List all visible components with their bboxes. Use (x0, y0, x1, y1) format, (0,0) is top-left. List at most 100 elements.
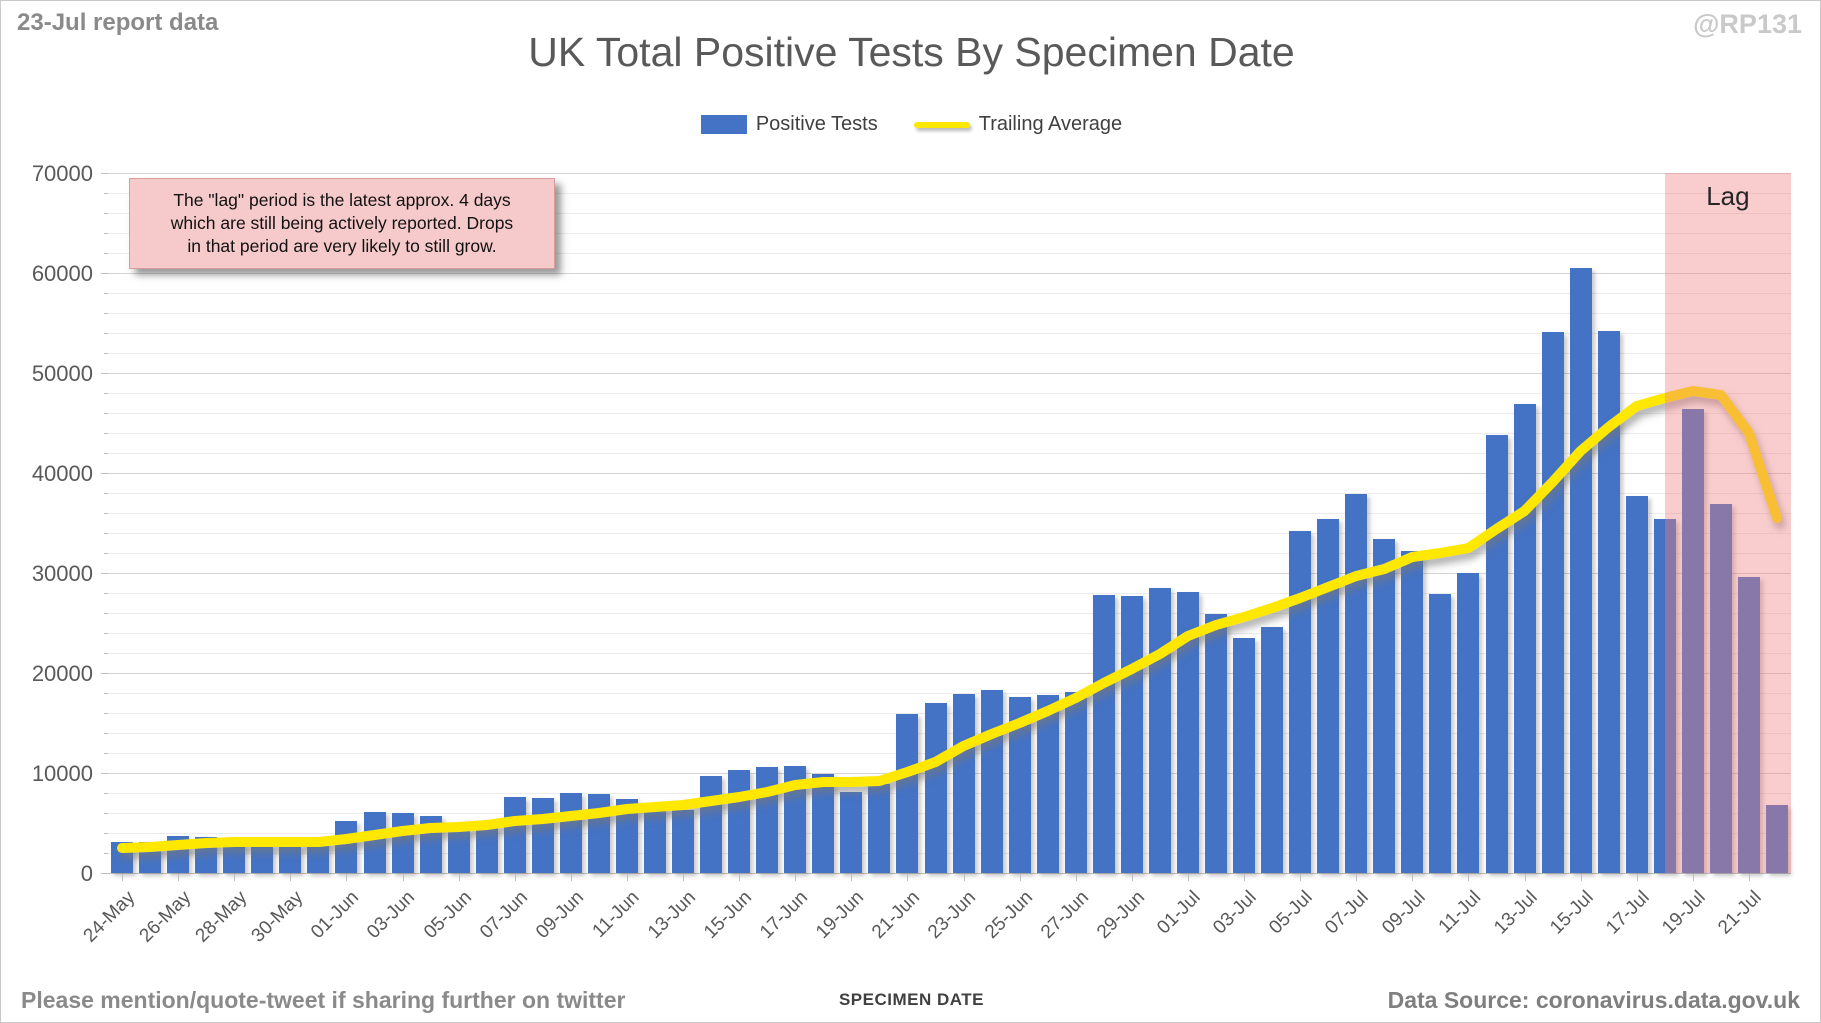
x-axis-label: 17-Jun (756, 887, 813, 943)
x-axis-label: 09-Jun (531, 887, 588, 943)
y-tick (104, 693, 108, 694)
x-tick (1019, 874, 1021, 881)
bar-09-Jul (1401, 551, 1424, 873)
legend-label: Positive Tests (755, 113, 878, 135)
y-tick (101, 173, 108, 174)
bar-29-May (251, 846, 274, 873)
x-tick (346, 874, 348, 881)
y-tick (104, 713, 108, 714)
y-tick (104, 253, 108, 254)
bar-28-Jun (1092, 595, 1115, 873)
bar-16-Jul (1597, 331, 1620, 873)
x-axis-label: 21-Jul (1714, 887, 1766, 939)
y-axis-label: 60000 (31, 261, 93, 286)
x-axis-label: 05-Jul (1265, 887, 1317, 939)
x-tick (1580, 874, 1582, 881)
bar-19-Jul (1681, 409, 1704, 873)
y-axis-label: 30000 (31, 561, 93, 586)
y-tick (104, 833, 108, 834)
y-tick (101, 273, 108, 274)
y-tick (104, 393, 108, 394)
y-axis-label: 0 (80, 861, 93, 886)
y-tick (101, 773, 108, 774)
y-tick (104, 433, 108, 434)
bar-15-Jul (1569, 268, 1592, 873)
x-axis-label: 15-Jun (700, 887, 756, 943)
y-axis-label: 20000 (31, 661, 93, 686)
bar-13-Jun (672, 810, 694, 873)
x-axis-label: 24-May (79, 887, 139, 947)
y-tick (104, 593, 108, 594)
bar-04-Jul (1261, 627, 1284, 873)
x-axis-label: 05-Jun (419, 887, 476, 943)
x-axis-label: 01-Jul (1153, 887, 1205, 939)
x-axis-label: 11-Jul (1434, 887, 1486, 938)
legend-item-trailing-average: Trailing Average (913, 113, 1122, 136)
y-tick (104, 333, 108, 334)
bar-08-Jul (1373, 539, 1396, 873)
x-tick (851, 874, 853, 881)
bar-18-Jun (812, 774, 835, 873)
y-tick (104, 413, 108, 414)
y-tick (104, 793, 108, 794)
bar-17-Jun (784, 766, 807, 873)
bar-17-Jul (1625, 496, 1648, 873)
x-tick (907, 874, 909, 881)
bar-07-Jul (1345, 494, 1368, 873)
y-tick (104, 733, 108, 734)
share-note: Please mention/quote-tweet if sharing fu… (21, 987, 626, 1013)
y-tick (104, 633, 108, 634)
y-tick (104, 813, 108, 814)
y-tick (101, 673, 108, 674)
bar-03-Jul (1233, 638, 1255, 873)
x-tick (570, 874, 572, 881)
x-axis-label: 17-Jul (1602, 887, 1654, 939)
y-tick (104, 453, 108, 454)
annotation-line: in that period are very likely to still … (187, 236, 497, 257)
x-axis-label: 25-Jun (980, 887, 1037, 943)
annotation-line: The "lag" period is the latest approx. 4… (173, 190, 511, 210)
x-tick (1692, 874, 1694, 881)
x-tick (122, 874, 123, 881)
bar-06-Jun (475, 828, 498, 873)
x-tick (1636, 874, 1638, 881)
bar-20-Jul (1709, 504, 1732, 873)
y-tick (104, 213, 108, 214)
bar-28-May (223, 843, 246, 873)
chart-title: UK Total Positive Tests By Specimen Date (528, 29, 1295, 75)
y-axis-label: 50000 (31, 361, 93, 386)
x-axis-label: 13-Jul (1489, 887, 1542, 939)
y-tick (104, 533, 108, 534)
x-tick (1244, 874, 1245, 881)
bar-21-Jul (1737, 577, 1760, 873)
bar-19-Jun (840, 792, 863, 873)
y-tick (101, 573, 108, 574)
x-axis-label: 07-Jul (1321, 887, 1374, 939)
x-axis-label: 11-Jun (588, 887, 644, 942)
bar-30-May (279, 846, 302, 873)
x-axis-label: 07-Jun (475, 887, 532, 943)
y-tick (104, 313, 108, 314)
bar-25-Jun (1008, 697, 1031, 873)
bar-31-May (307, 841, 330, 873)
trailing-average-line (117, 386, 1782, 853)
x-tick (290, 874, 292, 881)
x-tick (514, 874, 516, 881)
bar-18-Jul (1653, 519, 1676, 873)
bar-22-Jun (924, 703, 947, 873)
x-tick (1412, 874, 1414, 881)
x-tick (1748, 874, 1750, 881)
bar-20-Jun (868, 784, 891, 873)
bar-06-Jul (1317, 519, 1340, 873)
x-axis-label: 19-Jul (1658, 887, 1710, 939)
y-tick (104, 493, 108, 494)
x-axis-label: 15-Jul (1546, 887, 1598, 939)
x-tick (178, 874, 180, 881)
x-tick (795, 874, 797, 881)
x-tick (1356, 874, 1358, 881)
bar-11-Jun (615, 799, 638, 873)
x-axis-label: 01-Jun (307, 887, 364, 943)
y-tick (104, 653, 108, 654)
data-source: Data Source: coronavirus.data.gov.uk (1387, 987, 1800, 1013)
